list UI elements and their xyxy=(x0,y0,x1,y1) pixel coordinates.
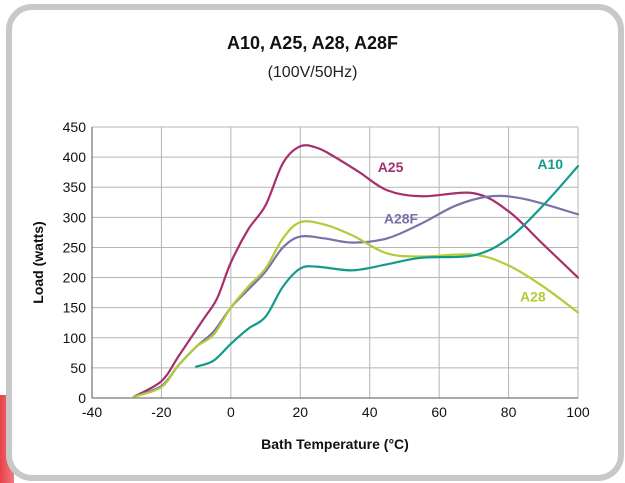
x-tick-label: 80 xyxy=(501,404,517,420)
x-tick-label: 20 xyxy=(292,404,308,420)
y-axis-title: Load (watts) xyxy=(30,221,46,303)
x-tick-label: 40 xyxy=(362,404,378,420)
chart-subtitle: (100V/50Hz) xyxy=(267,64,358,81)
y-tick-label: 150 xyxy=(63,300,87,316)
series-label-a10: A10 xyxy=(537,156,563,172)
chart-grid xyxy=(91,126,579,399)
y-tick-label: 350 xyxy=(63,179,87,195)
y-tick-label: 100 xyxy=(63,330,87,346)
x-tick-label: 60 xyxy=(431,404,447,420)
x-tick-label: -20 xyxy=(151,404,171,420)
y-tick-label: 0 xyxy=(78,390,86,406)
chart-series-labels: A25 A28F A28 A10 xyxy=(378,156,564,304)
chart-frame xyxy=(6,4,624,481)
chart-ticks: 0 50 100 150 200 250 300 350 400 450 -40 -20 0 20 40 60… xyxy=(63,119,590,420)
y-tick-label: 200 xyxy=(63,270,87,286)
y-tick-label: 400 xyxy=(63,149,87,165)
y-tick-label: 50 xyxy=(70,360,86,376)
y-tick-label: 450 xyxy=(63,119,87,135)
series-label-a28: A28 xyxy=(520,289,546,305)
chart-title: A10, A25, A28, A28F xyxy=(226,33,399,53)
x-tick-label: 100 xyxy=(566,404,590,420)
chart-series xyxy=(132,144,580,398)
y-tick-label: 300 xyxy=(63,209,87,225)
y-tick-label: 250 xyxy=(63,239,87,255)
series-label-a28f: A28F xyxy=(384,210,419,226)
x-tick-label: 0 xyxy=(227,404,235,420)
x-axis-title: Bath Temperature (°C) xyxy=(261,436,409,452)
series-line-a10 xyxy=(195,165,580,368)
series-label-a25: A25 xyxy=(378,159,404,175)
x-tick-label: -40 xyxy=(82,404,102,420)
series-line-a25 xyxy=(132,144,580,398)
